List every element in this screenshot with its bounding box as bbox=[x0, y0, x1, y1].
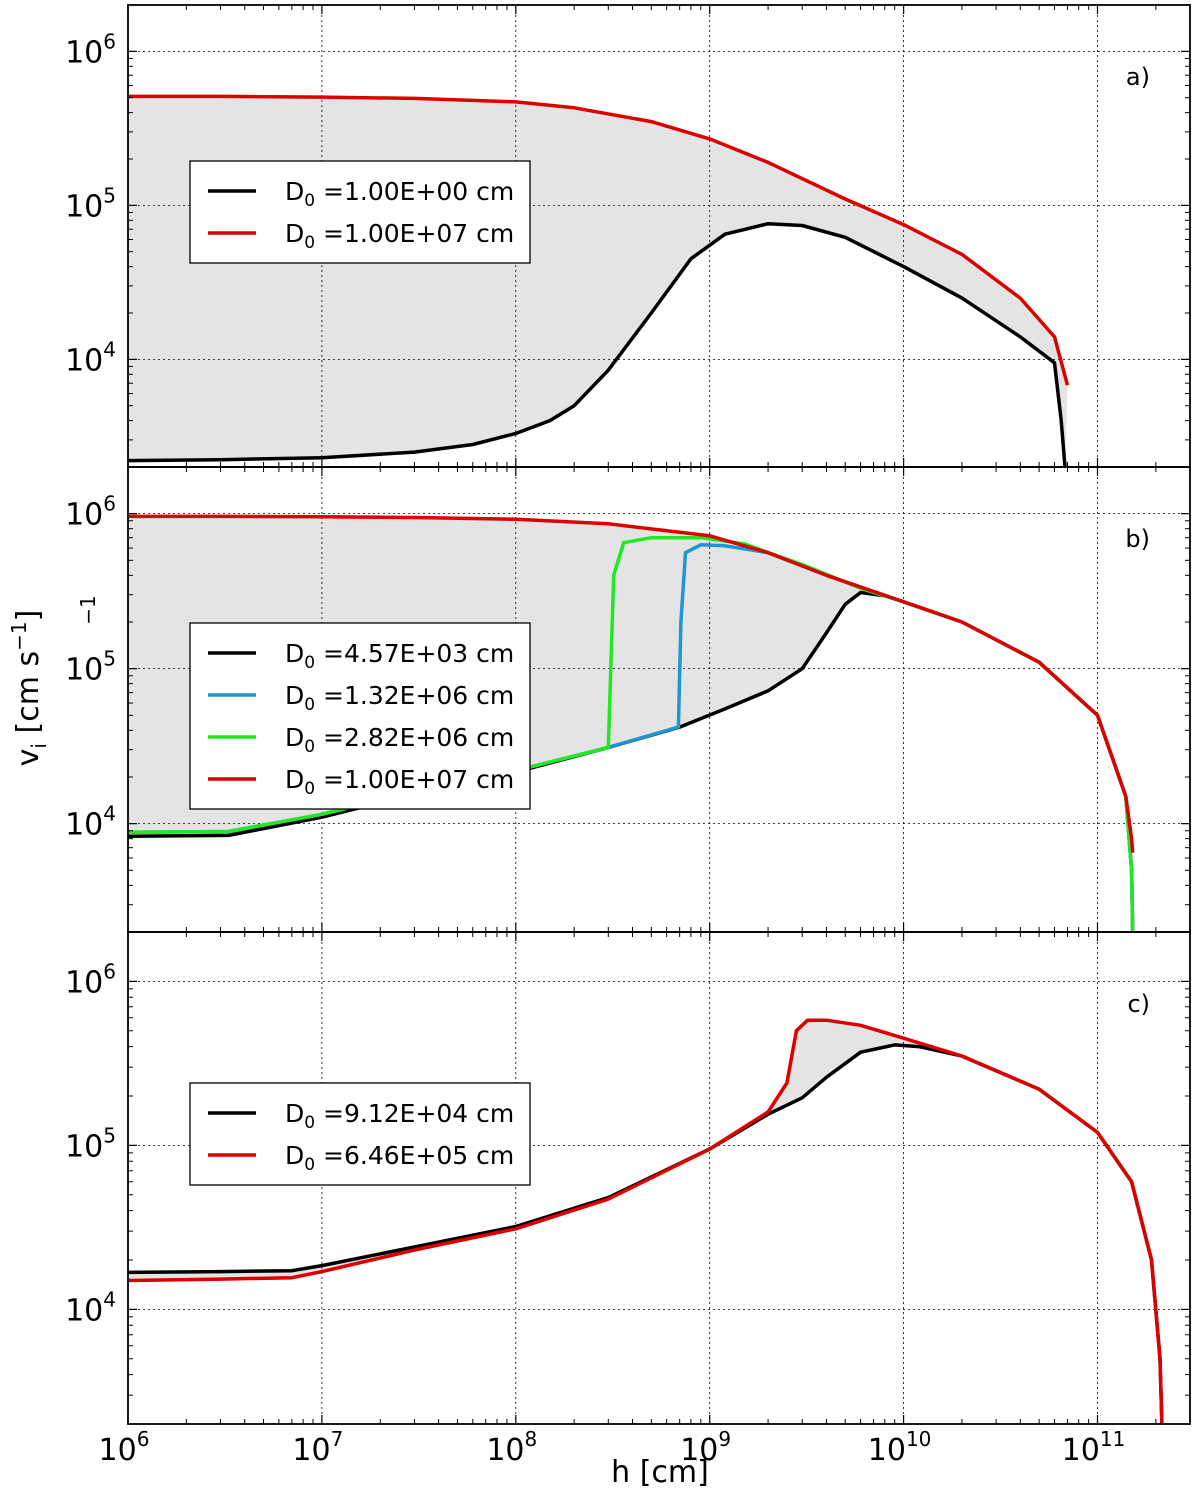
y-tick-label: 105 bbox=[65, 647, 116, 688]
legend-box bbox=[189, 160, 531, 264]
legend-label: D0 =1.00E+00 cm bbox=[285, 177, 514, 211]
panels: 104 105 106 a) D0 =1.00E+00 cm D0 =1.00E+07 c… bbox=[65, 4, 1191, 1468]
legend: D0 =9.12E+04 cm D0 =6.46E+05 cm bbox=[189, 1082, 531, 1186]
fill-between-region bbox=[128, 516, 1133, 932]
x-tick-label: 107 bbox=[292, 1427, 343, 1468]
panel-label: b) bbox=[1125, 525, 1150, 553]
legend-label: D0 =6.46E+05 cm bbox=[285, 1141, 514, 1175]
y-tick-label: 104 bbox=[65, 802, 116, 843]
legend-box bbox=[189, 1082, 531, 1186]
panel-label: a) bbox=[1126, 63, 1150, 91]
legend-label: D0 =4.57E+03 cm bbox=[285, 639, 514, 673]
series-line-1 bbox=[128, 221, 1067, 467]
series-line-2 bbox=[128, 94, 1070, 386]
stray-exponent-label: −1 bbox=[76, 595, 100, 624]
legend-label: D0 =1.00E+07 cm bbox=[285, 219, 514, 253]
fill-between-region bbox=[128, 1020, 1162, 1424]
legend: D0 =4.57E+03 cm D0 =1.32E+06 cm D0 =2.82E+… bbox=[189, 622, 531, 810]
chart-panel-3: 104 105 106 106 107 108 109 1010 1011 c) D0 =9.12E… bbox=[65, 931, 1191, 1468]
legend-label: D0 =9.12E+04 cm bbox=[285, 1099, 514, 1133]
y-tick-label: 106 bbox=[65, 492, 116, 533]
y-tick-label: 104 bbox=[65, 1287, 116, 1328]
x-tick-label: 108 bbox=[486, 1427, 537, 1468]
x-tick-label: 1010 bbox=[868, 1427, 932, 1468]
y-tick-label: 106 bbox=[65, 959, 116, 1000]
legend-label: D0 =1.32E+06 cm bbox=[285, 681, 514, 715]
y-axis-label: vi [cm s−1] bbox=[7, 610, 51, 767]
y-tick-label: 106 bbox=[65, 29, 116, 70]
panel-label: c) bbox=[1127, 990, 1150, 1018]
chart-panel-1: 104 105 106 a) D0 =1.00E+00 cm D0 =1.00E+07 c… bbox=[65, 4, 1191, 468]
y-tick-label: 104 bbox=[65, 337, 116, 378]
x-tick-label: 106 bbox=[99, 1427, 150, 1468]
legend: D0 =1.00E+00 cm D0 =1.00E+07 cm bbox=[189, 160, 531, 264]
x-axis-label: h [cm] bbox=[611, 1455, 709, 1490]
x-tick-label: 1011 bbox=[1062, 1427, 1126, 1468]
y-tick-label: 105 bbox=[65, 1123, 116, 1164]
series-line-2 bbox=[128, 1018, 1164, 1424]
legend-label: D0 =2.82E+06 cm bbox=[285, 723, 514, 757]
y-tick-label: 105 bbox=[65, 183, 116, 224]
fill-between-region bbox=[128, 96, 1068, 467]
plot-frame bbox=[127, 931, 1191, 1425]
x-tick-label: 109 bbox=[680, 1427, 731, 1468]
series-line-4 bbox=[128, 514, 1135, 853]
legend-label: D0 =1.00E+07 cm bbox=[285, 765, 514, 799]
chart-panel-2: 104 105 106 b) D0 =4.57E+03 cm D0 =1.32E+06 c… bbox=[65, 466, 1191, 933]
